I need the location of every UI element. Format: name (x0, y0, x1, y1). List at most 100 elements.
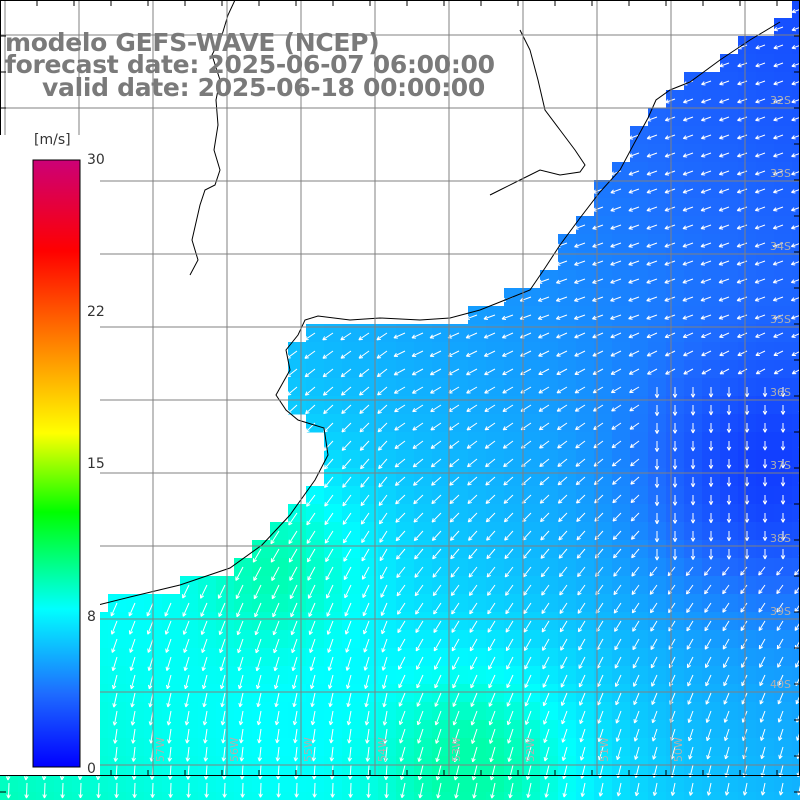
wind-arrow (466, 404, 478, 413)
wind-arrow (634, 782, 640, 797)
wind-arrow (414, 548, 424, 560)
wind-arrow (628, 206, 640, 212)
wind-arrow (772, 260, 784, 266)
wind-arrow (114, 782, 119, 799)
lon-label: 51W (598, 737, 611, 762)
wind-arrow (483, 332, 496, 339)
wind-arrow (754, 278, 766, 284)
wind-arrow (777, 710, 784, 723)
wind-arrow (561, 746, 568, 761)
wind-arrow (741, 656, 748, 668)
wind-arrow (470, 692, 478, 707)
wind-arrow (395, 530, 406, 542)
wind-arrow (754, 224, 766, 230)
wind-arrow (576, 512, 586, 522)
wind-arrow (275, 728, 280, 744)
wind-arrow (700, 242, 712, 248)
ocean-cell (648, 342, 667, 361)
wind-arrow (346, 692, 352, 708)
wind-arrow (718, 152, 730, 158)
ocean-cell (720, 252, 739, 271)
wind-arrow (452, 692, 460, 707)
wind-arrow (778, 728, 784, 741)
wind-arrow (130, 692, 136, 708)
ocean-cell (720, 162, 739, 181)
ocean-cell (738, 162, 757, 181)
wind-arrow (342, 476, 352, 488)
ocean-cell (792, 72, 800, 91)
ocean-cell (504, 360, 523, 379)
wind-arrow (538, 332, 550, 339)
wind-arrow (755, 368, 766, 375)
wind-arrow (182, 602, 190, 617)
wind-arrow (150, 782, 155, 798)
wind-arrow (327, 656, 334, 671)
ocean-cell (738, 144, 757, 163)
wind-arrow (220, 710, 226, 726)
wind-arrow (542, 692, 550, 707)
wind-arrow (670, 782, 676, 796)
ocean-cell (612, 270, 631, 289)
wind-arrow (417, 764, 424, 781)
ocean-cell (576, 414, 595, 433)
wind-arrow (257, 728, 262, 744)
wind-arrow (305, 404, 316, 415)
wind-arrow (683, 350, 694, 357)
wind-arrow (361, 566, 370, 580)
wind-arrow (220, 692, 226, 708)
ocean-cell (486, 342, 505, 361)
ocean-cell (360, 324, 379, 343)
wind-arrow (559, 620, 568, 633)
wind-arrow (558, 530, 568, 541)
wind-arrow (705, 674, 712, 687)
wind-arrow (776, 602, 784, 613)
wind-arrow (555, 296, 568, 302)
wind-arrow (776, 620, 784, 632)
ocean-cell (648, 252, 667, 271)
wind-arrow (217, 584, 226, 599)
wind-arrow (483, 314, 496, 321)
ocean-cell (702, 198, 721, 217)
wind-arrow (654, 477, 660, 488)
wind-arrow (718, 260, 730, 266)
wind-arrow (755, 44, 766, 50)
ocean-cell (324, 360, 343, 379)
ocean-cell (612, 288, 631, 307)
ocean-cell (648, 162, 667, 181)
wind-arrow (651, 674, 658, 687)
wind-arrow (310, 710, 316, 726)
wind-arrow (631, 602, 640, 614)
wind-arrow (201, 656, 208, 672)
wind-arrow (165, 638, 172, 653)
wind-arrow (502, 386, 514, 394)
ocean-cell (630, 324, 649, 343)
wind-arrow (686, 656, 694, 669)
ocean-cell (666, 288, 685, 307)
wind-arrow (772, 314, 784, 320)
wind-arrow (129, 656, 136, 672)
wind-arrow (759, 692, 766, 705)
ocean-cell (612, 198, 631, 217)
wind-arrow (773, 152, 784, 158)
wind-arrow (610, 386, 622, 394)
wind-arrow (200, 620, 208, 635)
wind-arrow (453, 746, 460, 763)
wind-arrow (236, 620, 244, 636)
wind-arrow (381, 638, 388, 653)
wind-arrow (672, 423, 678, 434)
ocean-cell (612, 486, 631, 505)
ocean-cell (378, 342, 397, 361)
ocean-cell (774, 306, 793, 325)
wind-arrow (182, 620, 190, 635)
wind-arrow (628, 224, 640, 230)
wind-arrow (322, 332, 334, 341)
colorbar-tick-8: 8 (87, 609, 96, 625)
wind-arrow (556, 386, 568, 394)
wind-arrow (780, 477, 786, 487)
wind-arrow (537, 314, 550, 320)
lat-label: 32S (770, 94, 791, 107)
wind-arrow (777, 656, 784, 668)
wind-arrow (652, 782, 658, 797)
wind-arrow (324, 494, 334, 507)
wind-arrow (488, 674, 496, 689)
